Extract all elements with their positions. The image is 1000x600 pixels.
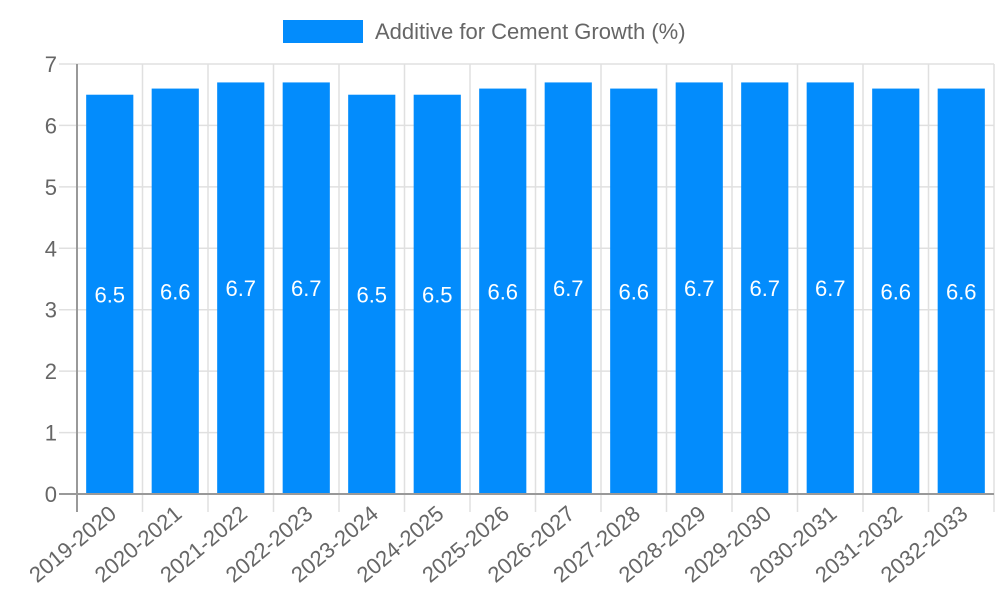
- bar[interactable]: [151, 88, 199, 495]
- bar-value-label: 6.7: [553, 276, 584, 301]
- y-tick-label: 0: [45, 482, 57, 507]
- legend-label: Additive for Cement Growth (%): [375, 19, 686, 44]
- bar[interactable]: [741, 82, 789, 494]
- bar[interactable]: [675, 82, 723, 494]
- bar[interactable]: [217, 82, 265, 494]
- y-tick-label: 1: [45, 421, 57, 446]
- bar-value-label: 6.6: [618, 279, 649, 304]
- bar-value-label: 6.6: [487, 279, 518, 304]
- y-tick-label: 7: [45, 52, 57, 77]
- legend-swatch: [283, 20, 363, 43]
- bar[interactable]: [544, 82, 592, 494]
- bar-value-label: 6.6: [880, 279, 911, 304]
- bar-value-label: 6.5: [356, 282, 387, 307]
- y-tick-label: 3: [45, 298, 57, 323]
- bar[interactable]: [872, 88, 920, 495]
- gridlines: [59, 63, 995, 512]
- bars: 6.5 6.6 6.7 6.7 6.5 6.5 6.6 6.7 6.6 6.7 6.7 6.7 6.6 6…: [86, 82, 985, 495]
- bar-value-label: 6.6: [946, 279, 977, 304]
- bar[interactable]: [282, 82, 330, 494]
- bar-value-label: 6.5: [422, 282, 453, 307]
- bar-value-label: 6.7: [684, 276, 715, 301]
- bar[interactable]: [937, 88, 985, 495]
- bar-value-label: 6.7: [291, 276, 322, 301]
- y-tick-label: 4: [45, 236, 57, 261]
- bar-value-label: 6.5: [94, 282, 125, 307]
- y-tick-label: 6: [45, 113, 57, 138]
- bar[interactable]: [86, 94, 134, 494]
- bar[interactable]: [806, 82, 854, 494]
- bar[interactable]: [610, 88, 658, 495]
- legend[interactable]: Additive for Cement Growth (%): [283, 19, 686, 44]
- y-tick-label: 2: [45, 359, 57, 384]
- bar[interactable]: [413, 94, 461, 494]
- bar-value-label: 6.7: [749, 276, 780, 301]
- bar-value-label: 6.7: [225, 276, 256, 301]
- bar[interactable]: [479, 88, 527, 495]
- bar[interactable]: [348, 94, 396, 494]
- y-tick-label: 5: [45, 175, 57, 200]
- bar-value-label: 6.6: [160, 279, 191, 304]
- bar-value-label: 6.7: [815, 276, 846, 301]
